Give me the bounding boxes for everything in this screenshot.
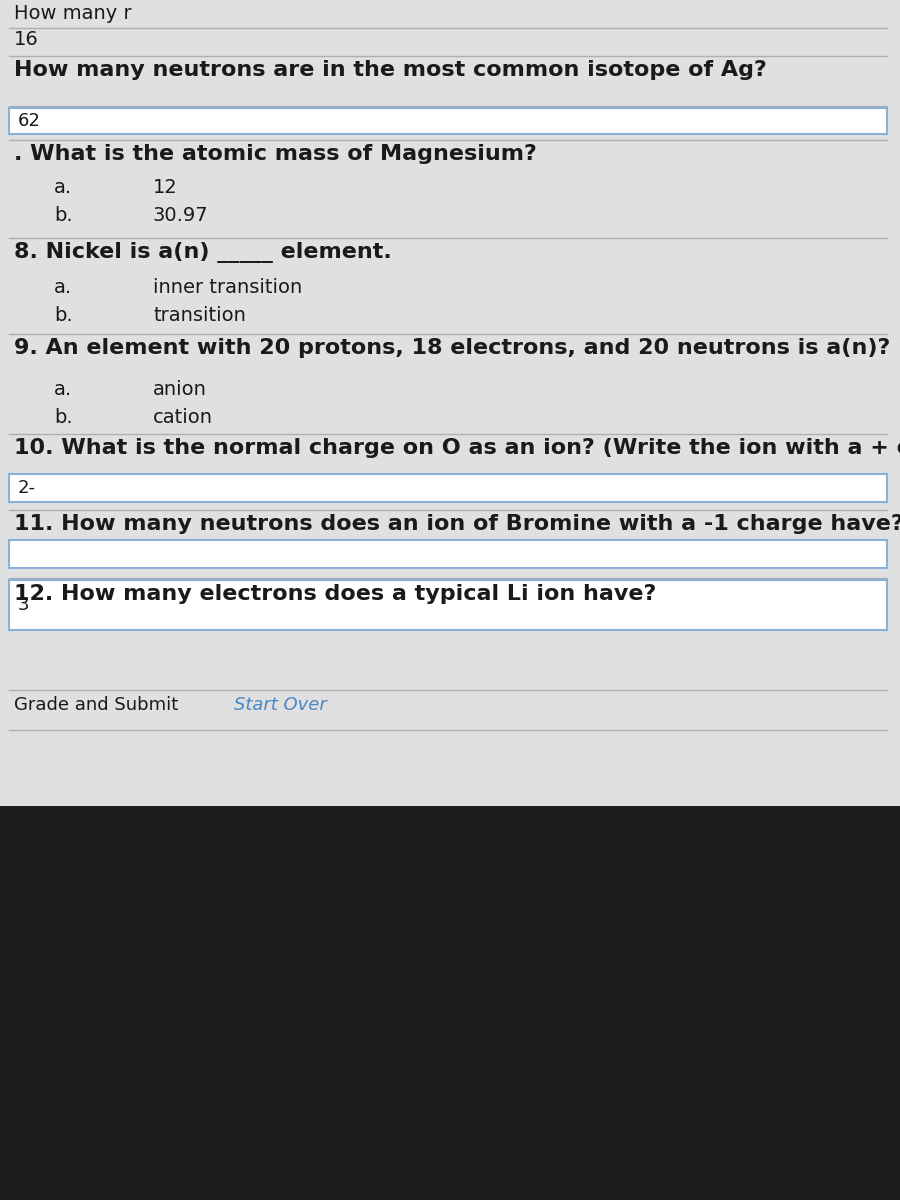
Text: 3: 3 (18, 596, 30, 614)
FancyBboxPatch shape (0, 0, 900, 806)
FancyBboxPatch shape (9, 580, 886, 630)
Text: Start Over: Start Over (234, 696, 327, 714)
Text: 12. How many electrons does a typical Li ion have?: 12. How many electrons does a typical Li… (14, 584, 656, 604)
Text: . What is the atomic mass of Magnesium?: . What is the atomic mass of Magnesium? (14, 144, 536, 164)
Text: a.: a. (54, 380, 72, 398)
Text: transition: transition (153, 306, 246, 325)
Text: How many neutrons are in the most common isotope of Ag?: How many neutrons are in the most common… (14, 60, 767, 80)
FancyBboxPatch shape (9, 108, 886, 134)
Text: Grade and Submit: Grade and Submit (14, 696, 178, 714)
Text: a.: a. (54, 278, 72, 296)
Text: b.: b. (54, 206, 73, 226)
FancyBboxPatch shape (9, 540, 886, 568)
Text: inner transition: inner transition (153, 278, 302, 296)
FancyBboxPatch shape (9, 474, 886, 502)
Text: b.: b. (54, 408, 73, 427)
Text: How many r: How many r (14, 4, 131, 23)
Text: 16: 16 (14, 30, 38, 49)
Text: 11. How many neutrons does an ion of Bromine with a -1 charge have?: 11. How many neutrons does an ion of Bro… (14, 514, 900, 534)
Text: 10. What is the normal charge on O as an ion? (Write the ion with a + or: 10. What is the normal charge on O as an… (14, 438, 900, 458)
Text: a.: a. (54, 178, 72, 197)
Text: 2-: 2- (18, 479, 36, 497)
Text: 30.97: 30.97 (153, 206, 209, 226)
Text: 8. Nickel is a(n) _____ element.: 8. Nickel is a(n) _____ element. (14, 242, 392, 263)
Text: 12: 12 (153, 178, 178, 197)
Text: b.: b. (54, 306, 73, 325)
Text: anion: anion (153, 380, 207, 398)
Text: 9. An element with 20 protons, 18 electrons, and 20 neutrons is a(n)?: 9. An element with 20 protons, 18 electr… (14, 338, 890, 358)
Text: 62: 62 (18, 112, 40, 130)
Text: cation: cation (153, 408, 213, 427)
